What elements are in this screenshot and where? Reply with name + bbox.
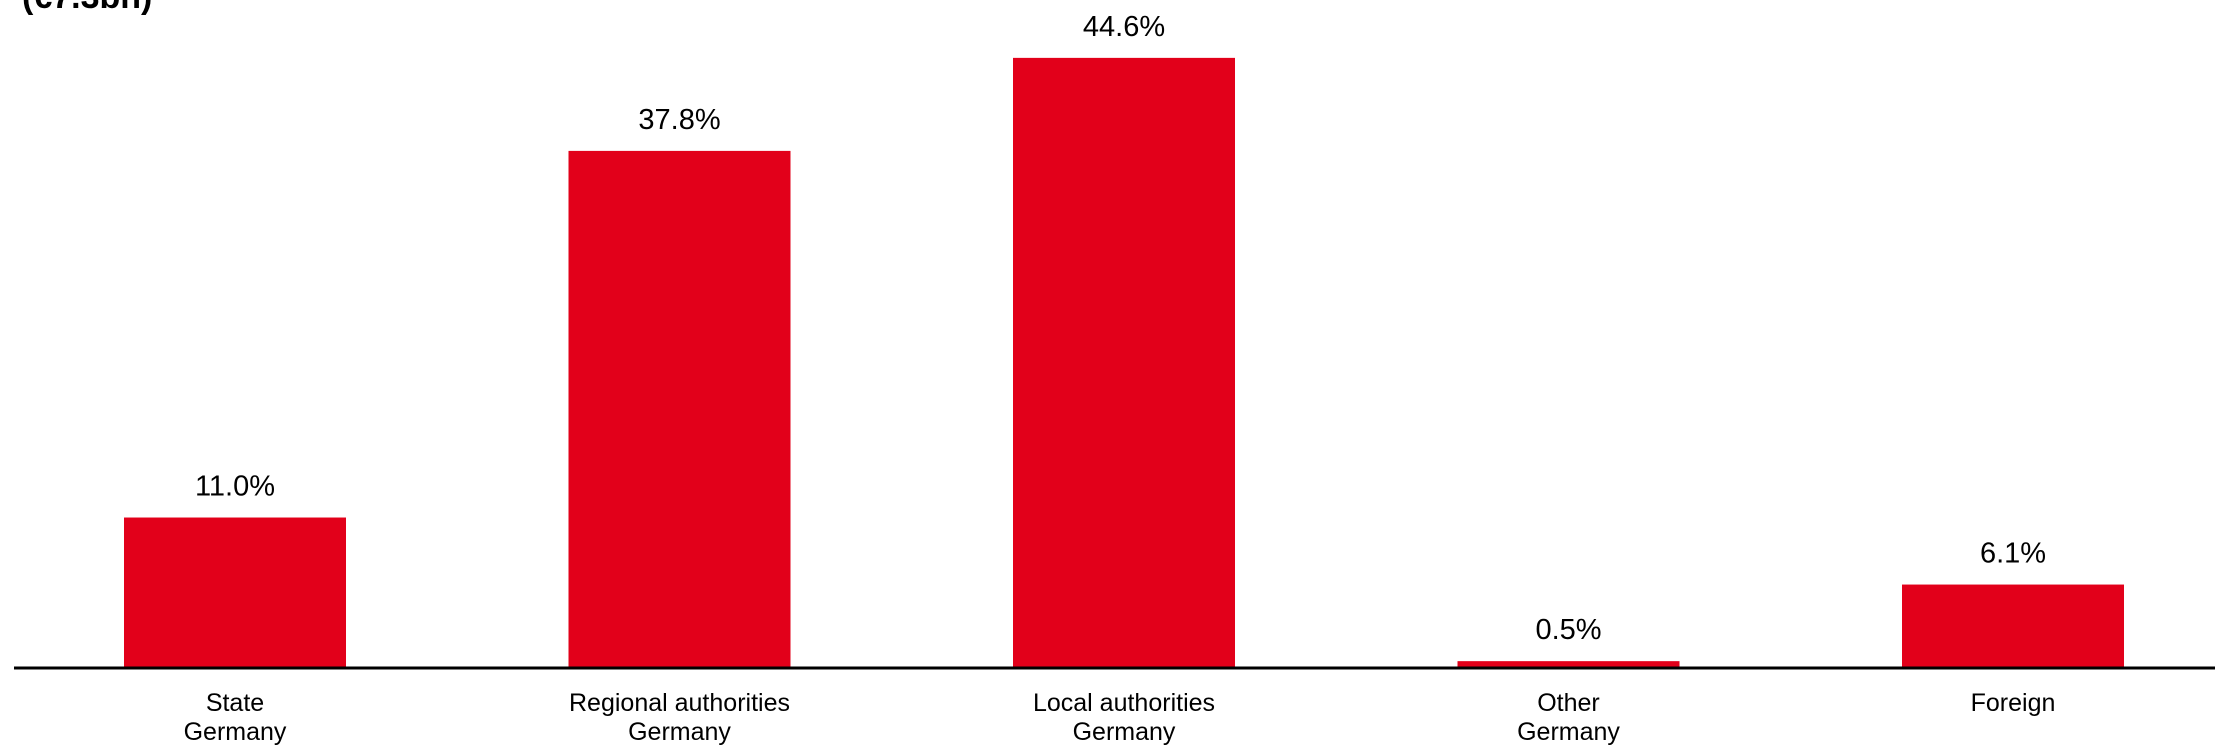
- category-label-0-1: Germany: [184, 718, 287, 745]
- bar-4: [1902, 584, 2124, 668]
- category-label-1-1: Germany: [628, 718, 731, 745]
- data-label-1: 37.8%: [638, 104, 720, 136]
- data-label-3: 0.5%: [1535, 614, 1601, 646]
- category-label-3-0: Other: [1537, 689, 1600, 717]
- bar-3: [1457, 661, 1680, 668]
- bar-2: [1013, 57, 1235, 668]
- data-label-2: 44.6%: [1083, 11, 1165, 43]
- category-label-2-0: Local authorities: [1033, 689, 1215, 717]
- bar-0: [124, 517, 346, 668]
- category-label-4-0: Foreign: [1971, 689, 2056, 717]
- bar-1: [568, 150, 791, 668]
- data-label-4: 6.1%: [1980, 538, 2046, 570]
- category-label-2-1: Germany: [1073, 718, 1176, 745]
- category-label-1-0: Regional authorities: [569, 689, 790, 717]
- category-label-3-1: Germany: [1517, 718, 1620, 745]
- category-label-0-0: State: [206, 689, 264, 717]
- chart-title: (€7.3bn): [22, 0, 152, 17]
- data-label-0: 11.0%: [195, 471, 275, 503]
